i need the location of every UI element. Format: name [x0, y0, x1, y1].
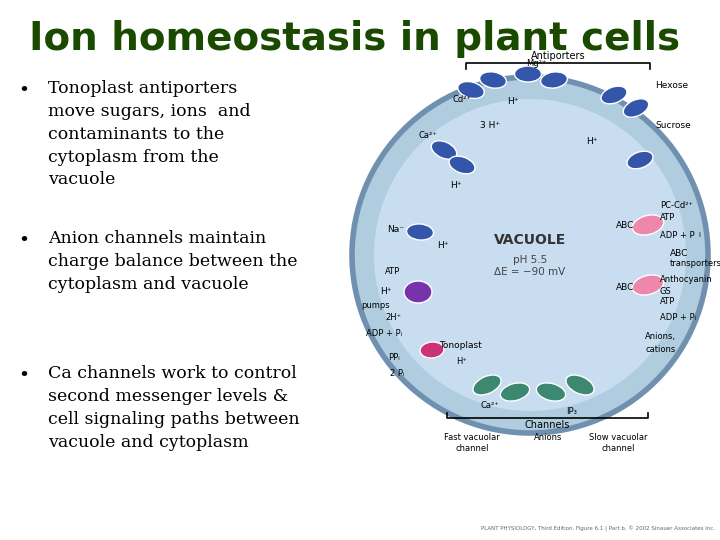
Text: transporters: transporters — [670, 260, 720, 268]
Text: PLANT PHYSIOLOGY, Third Edition. Figure 6.1 | Part b. © 2002 Sinauer Associates : PLANT PHYSIOLOGY, Third Edition. Figure … — [481, 526, 715, 532]
Text: ABC: ABC — [616, 220, 634, 230]
Ellipse shape — [407, 224, 433, 240]
Text: Tonoplast: Tonoplast — [438, 341, 482, 349]
Text: i: i — [698, 232, 700, 238]
Text: pH 5.5: pH 5.5 — [513, 255, 547, 265]
Text: Cd²⁺: Cd²⁺ — [452, 96, 472, 105]
Text: 3 H⁺: 3 H⁺ — [480, 120, 500, 130]
Text: pumps: pumps — [361, 300, 390, 309]
Text: Hexose: Hexose — [655, 80, 688, 90]
Text: PPᵢ: PPᵢ — [388, 354, 400, 362]
Text: PC-Cd²⁺: PC-Cd²⁺ — [660, 200, 693, 210]
Text: Anthocyanin: Anthocyanin — [660, 275, 713, 285]
Text: H⁺: H⁺ — [437, 240, 449, 249]
Text: Slow vacuolar
channel: Slow vacuolar channel — [589, 433, 647, 453]
Text: Ca channels work to control
second messenger levels &
cell signaling paths betwe: Ca channels work to control second messe… — [48, 365, 300, 450]
Text: Sucrose: Sucrose — [655, 120, 690, 130]
Ellipse shape — [480, 72, 506, 88]
Text: 2 Pᵢ: 2 Pᵢ — [390, 368, 405, 377]
Text: H⁺: H⁺ — [586, 138, 598, 146]
Text: ATP: ATP — [660, 298, 675, 307]
Text: ΔE = −90 mV: ΔE = −90 mV — [495, 267, 566, 277]
Ellipse shape — [404, 281, 432, 303]
Text: Ion homeostasis in plant cells: Ion homeostasis in plant cells — [30, 20, 680, 58]
Text: IP₃: IP₃ — [567, 408, 577, 416]
Ellipse shape — [541, 72, 567, 88]
Ellipse shape — [449, 156, 475, 174]
Text: Fast vacuolar
channel: Fast vacuolar channel — [444, 433, 500, 453]
Text: ADP + Pᵢ: ADP + Pᵢ — [366, 328, 402, 338]
Text: Channels: Channels — [525, 420, 570, 430]
Text: •: • — [18, 232, 29, 250]
Text: Anions,: Anions, — [645, 333, 676, 341]
Ellipse shape — [632, 275, 664, 295]
Ellipse shape — [566, 375, 594, 395]
Text: Ca²⁺: Ca²⁺ — [481, 401, 500, 409]
Ellipse shape — [601, 86, 627, 104]
Ellipse shape — [632, 215, 664, 235]
Text: ATP: ATP — [660, 213, 675, 222]
Ellipse shape — [420, 342, 444, 358]
Text: Anion channels maintain
charge balance between the
cytoplasm and vacuole: Anion channels maintain charge balance b… — [48, 230, 297, 293]
Text: GS: GS — [660, 287, 672, 296]
Text: cations: cations — [645, 345, 675, 354]
Text: •: • — [18, 367, 29, 385]
Text: ATP: ATP — [384, 267, 400, 276]
Ellipse shape — [536, 383, 566, 401]
Text: H⁺: H⁺ — [508, 98, 518, 106]
Ellipse shape — [352, 77, 708, 433]
Ellipse shape — [500, 383, 530, 401]
Text: Na⁻: Na⁻ — [387, 225, 404, 233]
Text: Ca²⁺: Ca²⁺ — [418, 132, 437, 140]
Ellipse shape — [515, 66, 541, 82]
Text: ADP + P: ADP + P — [660, 231, 695, 240]
Text: Antiporters: Antiporters — [531, 51, 585, 61]
Text: 2H⁺: 2H⁺ — [386, 314, 402, 322]
Text: Mg²⁺: Mg²⁺ — [526, 59, 546, 69]
Ellipse shape — [458, 82, 485, 98]
Text: Anions: Anions — [534, 433, 562, 442]
Ellipse shape — [431, 141, 456, 159]
Ellipse shape — [374, 99, 686, 411]
Text: ABC: ABC — [616, 282, 634, 292]
Text: H⁺: H⁺ — [456, 357, 467, 367]
Text: ABC: ABC — [670, 248, 688, 258]
Text: ADP + Pᵢ: ADP + Pᵢ — [660, 314, 696, 322]
Text: •: • — [18, 82, 29, 100]
Text: VACUOLE: VACUOLE — [494, 233, 566, 247]
Text: H⁺: H⁺ — [450, 180, 462, 190]
Ellipse shape — [627, 151, 653, 169]
Ellipse shape — [473, 375, 501, 395]
Text: Tonoplast antiporters
move sugars, ions  and
contaminants to the
cytoplasm from : Tonoplast antiporters move sugars, ions … — [48, 80, 251, 188]
Text: H⁺: H⁺ — [380, 287, 392, 296]
Ellipse shape — [624, 99, 649, 117]
